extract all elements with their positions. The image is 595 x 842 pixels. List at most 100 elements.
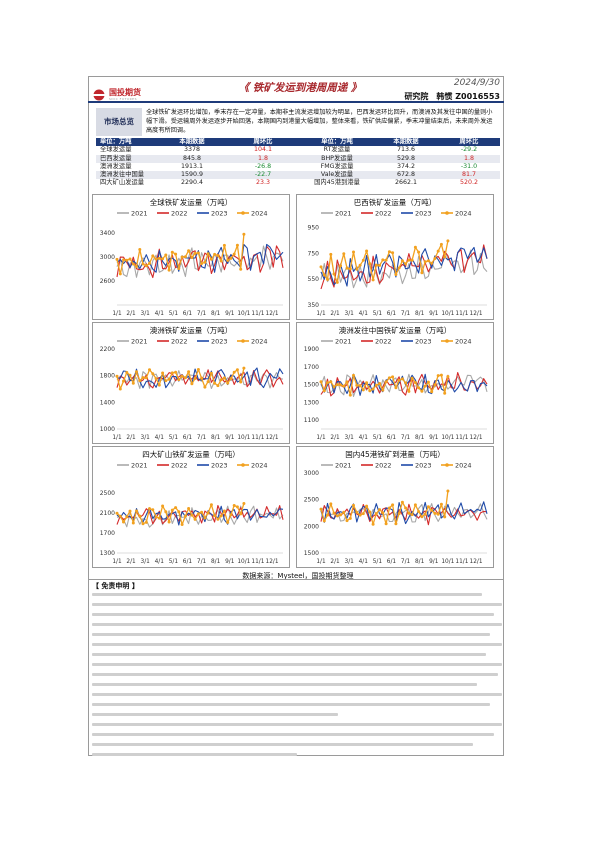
summary-label: 市场总览 [96, 108, 142, 136]
series-point-2024 [335, 280, 339, 284]
y-tick-label: 1700 [100, 530, 115, 537]
y-tick-label: 750 [308, 250, 320, 257]
series-point-2024 [397, 512, 401, 516]
series-point-2024 [203, 385, 207, 389]
series-point-2024 [439, 242, 443, 246]
x-tick-label: 9/1 [429, 311, 439, 317]
series-point-2024 [332, 272, 336, 276]
series-point-2024 [193, 251, 197, 255]
stats-cell: RT发运量 [323, 146, 351, 154]
stats-cell: 1590.9 [180, 171, 204, 179]
series-point-2024 [239, 512, 243, 516]
x-tick-label: 7/1 [197, 559, 207, 565]
series-point-2024 [242, 366, 246, 370]
stats-cell: 周环比 [459, 138, 479, 145]
series-point-2024 [329, 252, 333, 256]
series-point-2024 [187, 507, 191, 510]
series-point-2024 [138, 379, 142, 383]
series-point-2024 [420, 271, 424, 275]
series-point-2024 [232, 370, 236, 374]
series-point-2024 [329, 380, 333, 384]
series-point-2024 [226, 381, 230, 385]
stats-cell: BHP发运量 [321, 154, 353, 162]
x-tick-label: 3/1 [345, 435, 355, 441]
stats-cell: 单位：万吨 [100, 138, 132, 145]
y-tick-label: 1900 [304, 346, 319, 353]
series-point-2024 [131, 381, 135, 385]
series-point-2024 [365, 249, 369, 253]
series-point-2024 [391, 375, 395, 379]
stats-cell: 23.3 [255, 179, 271, 187]
legend-label: 2023 [211, 210, 228, 218]
x-tick-label: 6/1 [183, 311, 193, 317]
series-point-2024 [229, 513, 233, 517]
series-point-2024 [196, 368, 200, 371]
series-point-2024 [144, 376, 148, 380]
legend-label: 2021 [131, 338, 148, 346]
stats-cell: 713.6 [396, 146, 416, 154]
series-point-2024 [187, 249, 191, 253]
x-tick-label: 8/1 [211, 311, 221, 317]
chart-title: 澳洲发往中国铁矿发运量（万吨） [339, 325, 452, 335]
y-tick-label: 950 [308, 224, 320, 231]
series-point-2024 [368, 262, 372, 266]
series-point-2024 [407, 511, 411, 515]
x-tick-label: 6/1 [183, 435, 193, 441]
series-point-2024 [358, 384, 362, 387]
series-point-2024 [420, 515, 424, 519]
disclaimer-line [92, 623, 502, 626]
series-point-2024 [345, 380, 349, 384]
series-point-2024 [430, 390, 434, 394]
stats-cell: 2290.4 [180, 179, 204, 187]
series-point-2024 [355, 510, 359, 514]
x-tick-label: 3/1 [345, 311, 355, 317]
series-point-2024 [433, 511, 437, 515]
series-point-2024 [417, 510, 421, 513]
series-point-2024 [222, 243, 226, 247]
x-tick-label: 12/1 [266, 559, 279, 565]
series-point-2024 [151, 508, 155, 512]
stats-cell: 巴西发运量 [100, 154, 132, 162]
x-tick-label: 12/1 [470, 311, 483, 317]
legend-label: 2022 [171, 210, 188, 218]
series-point-2024 [410, 376, 414, 380]
series-point-2024 [378, 382, 382, 385]
legend-label: 2022 [171, 338, 188, 346]
series-point-2024 [339, 513, 342, 517]
legend-marker [241, 211, 245, 215]
x-tick-label: 12/1 [266, 435, 279, 441]
series-point-2024 [394, 522, 398, 526]
series-point-2024 [365, 504, 369, 508]
x-tick-label: 1/1 [316, 435, 326, 441]
series-point-2024 [216, 384, 220, 388]
series-point-2024 [371, 522, 375, 526]
legend-label: 2023 [415, 462, 432, 470]
series-point-2024 [446, 489, 450, 493]
series-point-2024 [232, 504, 236, 507]
series-point-2024 [239, 380, 243, 384]
series-point-2024 [141, 376, 145, 380]
series-point-2024 [242, 502, 246, 505]
series-point-2024 [128, 509, 132, 513]
disclaimer-line [92, 613, 494, 616]
company-logo: 国投期货 SDIC FUTURES [92, 87, 172, 103]
series-point-2024 [151, 372, 155, 376]
series-point-2024 [128, 373, 132, 377]
series-point-2024 [368, 389, 372, 393]
stats-cell: -22.7 [254, 171, 272, 179]
stats-row: 巴西发运量 845.8 1.8 BHP发运量 529.8 1.8 [96, 154, 500, 163]
chart-svg: 澳洲铁矿发运量（万吨）2021 2022 2023 2024 1000 1400 1800 2… [100, 325, 284, 441]
series-point-2024 [400, 259, 404, 263]
x-tick-label: 6/1 [387, 311, 397, 317]
x-tick-label: 10/1 [441, 311, 454, 317]
stats-table: 单位：万吨 本期数据 周环比 单位：万吨 本期数据 周环比 全球发运量 3378 104.1 RT… [96, 138, 500, 188]
disclaimer-line [92, 703, 490, 706]
x-tick-label: 11/1 [251, 559, 264, 565]
series-point-2024 [135, 509, 138, 513]
series-point-2024 [115, 257, 119, 261]
x-tick-label: 9/1 [225, 435, 235, 441]
legend-label: 2022 [171, 462, 188, 470]
series-point-2024 [426, 380, 430, 384]
x-tick-label: 6/1 [387, 559, 397, 565]
stats-cell: 全球发运量 [100, 146, 132, 154]
